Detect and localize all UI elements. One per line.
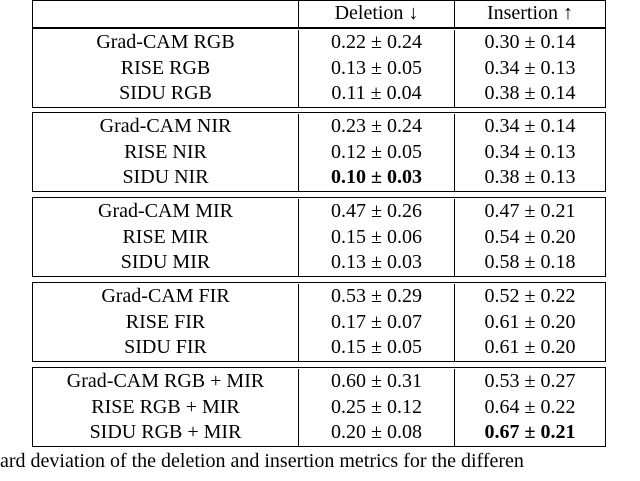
- insertion-cell: 0.47 ± 0.21: [454, 199, 605, 225]
- deletion-cell: 0.20 ± 0.08: [298, 420, 454, 446]
- table-row: RISE NIR 0.12 ± 0.05 0.34 ± 0.13: [33, 139, 605, 165]
- deletion-cell: 0.23 ± 0.24: [298, 114, 454, 140]
- deletion-cell: 0.13 ± 0.05: [298, 55, 454, 81]
- table-row: Grad-CAM FIR 0.53 ± 0.29 0.52 ± 0.22: [33, 284, 605, 310]
- row-group: Grad-CAM RGB + MIR 0.60 ± 0.31 0.53 ± 0.27…: [32, 367, 606, 447]
- header-cell: Insertion ↑: [454, 1, 605, 27]
- deletion-cell: 0.11 ± 0.04: [298, 81, 454, 107]
- row-label: SIDU RGB + MIR: [89, 421, 242, 443]
- table-row: RISE FIR 0.17 ± 0.07 0.61 ± 0.20: [33, 309, 605, 335]
- insertion-cell: 0.30 ± 0.14: [454, 30, 605, 56]
- row-label: SIDU NIR: [122, 166, 209, 188]
- deletion-cell: 0.25 ± 0.12: [298, 394, 454, 420]
- deletion-cell: 0.10 ± 0.03: [298, 165, 454, 191]
- insertion-cell: 0.54 ± 0.20: [454, 224, 605, 250]
- row-group: Grad-CAM MIR 0.47 ± 0.26 0.47 ± 0.21 RISE M…: [32, 197, 606, 277]
- deletion-cell: 0.47 ± 0.26: [298, 199, 454, 225]
- insertion-cell: 0.64 ± 0.22: [454, 394, 605, 420]
- table-row: Grad-CAM NIR 0.23 ± 0.24 0.34 ± 0.14: [33, 114, 605, 140]
- table-row: SIDU FIR 0.15 ± 0.05 0.61 ± 0.20: [33, 335, 605, 361]
- insertion-cell: 0.67 ± 0.21: [454, 420, 605, 446]
- row-label: RISE NIR: [124, 140, 207, 163]
- row-label: RISE RGB: [120, 56, 211, 79]
- row-label: RISE RGB + MIR: [91, 395, 240, 418]
- insertion-cell: 0.52 ± 0.22: [454, 284, 605, 310]
- row-label: Grad-CAM RGB + MIR: [66, 370, 265, 392]
- deletion-cell: 0.22 ± 0.24: [298, 30, 454, 56]
- row-label: Grad-CAM MIR: [98, 200, 233, 222]
- header-blank: [33, 1, 298, 27]
- row-group: Grad-CAM RGB 0.22 ± 0.24 0.30 ± 0.14 RISE R…: [32, 28, 606, 108]
- insertion-cell: 0.53 ± 0.27: [454, 369, 605, 395]
- table-row: SIDU NIR 0.10 ± 0.03 0.38 ± 0.13: [33, 165, 605, 191]
- row-label: SIDU MIR: [120, 251, 211, 273]
- deletion-cell: 0.12 ± 0.05: [298, 139, 454, 165]
- table-row: Grad-CAM RGB + MIR 0.60 ± 0.31 0.53 ± 0.27: [33, 369, 605, 395]
- row-label: SIDU RGB: [119, 82, 212, 104]
- header-row: Deletion ↓ Insertion ↑: [32, 0, 606, 28]
- insertion-cell: 0.34 ± 0.14: [454, 114, 605, 140]
- row-label: Grad-CAM NIR: [99, 115, 232, 137]
- row-label: Grad-CAM RGB: [96, 31, 235, 53]
- row-label: Grad-CAM FIR: [101, 285, 230, 307]
- row-group: Grad-CAM FIR 0.53 ± 0.29 0.52 ± 0.22 RISE F…: [32, 282, 606, 362]
- deletion-cell: 0.17 ± 0.07: [298, 309, 454, 335]
- deletion-cell: 0.15 ± 0.06: [298, 224, 454, 250]
- insertion-cell: 0.38 ± 0.13: [454, 165, 605, 191]
- header-cell: Deletion ↓: [298, 1, 454, 27]
- caption: ard deviation of the deletion and insert…: [0, 450, 524, 472]
- deletion-cell: 0.15 ± 0.05: [298, 335, 454, 361]
- insertion-cell: 0.34 ± 0.13: [454, 55, 605, 81]
- table-row: RISE MIR 0.15 ± 0.06 0.54 ± 0.20: [33, 224, 605, 250]
- table-row: Grad-CAM RGB 0.22 ± 0.24 0.30 ± 0.14: [33, 30, 605, 56]
- table-row: Grad-CAM MIR 0.47 ± 0.26 0.47 ± 0.21: [33, 199, 605, 225]
- insertion-cell: 0.58 ± 0.18: [454, 250, 605, 276]
- table-row: SIDU RGB + MIR 0.20 ± 0.08 0.67 ± 0.21: [33, 420, 605, 446]
- row-label: RISE FIR: [125, 310, 206, 333]
- deletion-cell: 0.53 ± 0.29: [298, 284, 454, 310]
- deletion-cell: 0.60 ± 0.31: [298, 369, 454, 395]
- table-row: SIDU RGB 0.11 ± 0.04 0.38 ± 0.14: [33, 81, 605, 107]
- table-row: RISE RGB 0.13 ± 0.05 0.34 ± 0.13: [33, 55, 605, 81]
- table-row: RISE RGB + MIR 0.25 ± 0.12 0.64 ± 0.22: [33, 394, 605, 420]
- row-group: Grad-CAM NIR 0.23 ± 0.24 0.34 ± 0.14 RISE N…: [32, 112, 606, 192]
- deletion-cell: 0.13 ± 0.03: [298, 250, 454, 276]
- table-row: SIDU MIR 0.13 ± 0.03 0.58 ± 0.18: [33, 250, 605, 276]
- insertion-cell: 0.34 ± 0.13: [454, 139, 605, 165]
- insertion-cell: 0.61 ± 0.20: [454, 309, 605, 335]
- row-label: RISE MIR: [122, 225, 209, 248]
- row-label: SIDU FIR: [124, 336, 207, 358]
- insertion-cell: 0.38 ± 0.14: [454, 81, 605, 107]
- insertion-cell: 0.61 ± 0.20: [454, 335, 605, 361]
